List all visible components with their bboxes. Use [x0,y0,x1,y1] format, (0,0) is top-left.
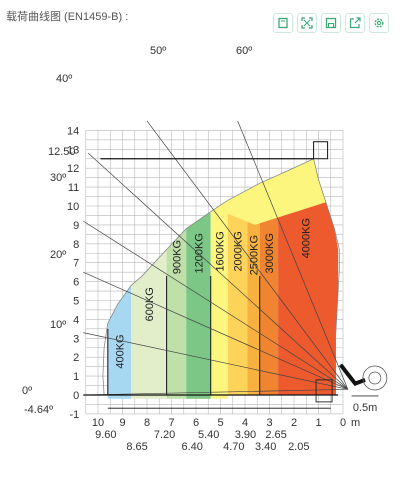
x-axis-unit: m [351,417,360,429]
zone-label-900kg: 900KG [171,240,183,274]
zone-label-2000kg: 2000KG [233,231,245,271]
scale-bar-label: 0.5m [353,402,377,414]
load-zone-2000kg [227,204,248,395]
settings-button[interactable] [369,13,389,33]
zone-bound-label: 5.40 [198,429,219,441]
page-title: 载荷曲线图 (EN1459-B) : [6,11,129,23]
settings-icon [374,18,384,28]
zone-label-2500kg: 2500KG [249,235,261,275]
load-zone-400kg [107,285,132,399]
wheel-hub [368,371,382,385]
angle-label-30: 30º [50,172,66,184]
zone-bound-label: 3.90 [235,429,256,441]
angle-label-10: 10º [50,319,66,331]
y-tick-label: 1 [73,371,79,383]
fit-screen-button[interactable] [273,13,293,33]
angle-line-10 [83,332,348,390]
boom-silhouette [338,363,366,387]
load-zone-600kg [131,249,167,399]
boom-head [313,141,329,160]
x-tick-label: 1 [315,417,321,429]
zone-label-1200kg: 1200KG [193,233,205,273]
angle-line-20 [83,271,349,390]
y-tick-label: 0 [73,390,79,402]
angle-label-0: 0º [22,385,32,397]
x-tick-label: 6 [193,417,199,429]
y-tick-label: 9 [73,220,79,232]
zone-bound-label: 3.40 [255,441,276,453]
zone-bound-label: 2.05 [288,441,309,453]
load-zone-2500kg [247,197,260,395]
x-tick-label: 3 [266,417,272,429]
zone-bound-label: 8.65 [126,441,147,453]
x-tick-label: 8 [144,417,150,429]
zone-bound-label: 7.20 [154,429,175,441]
angle-line-30 [83,220,349,390]
x-tick-label: 0 [340,417,346,429]
zone-bound-label: 6.40 [181,441,202,453]
angle-line-60 [237,120,349,390]
angle-line-50 [146,120,349,390]
fit-screen-icon [278,17,288,29]
zone-bound-label: 9.60 [95,429,116,441]
angle-label-20: 20º [50,249,66,261]
save-button[interactable] [321,13,341,33]
fullscreen-button[interactable] [297,13,317,33]
angle-label-40: 40º [56,73,72,85]
angle-label-60: 60º [236,45,252,57]
angle-label-50: 50º [150,45,166,57]
y-tick-label: 7 [73,258,79,270]
zone-bound-label: 4.70 [223,441,244,453]
y-tick-label: 12 [67,163,79,175]
share-icon [349,17,361,29]
x-tick-label: 2 [291,417,297,429]
y-tick-label: 10 [67,201,79,213]
zone-label-400kg: 400KG [114,334,126,368]
x-tick-label: 10 [92,417,104,429]
zone-label-4000kg: 4000KG [301,218,313,258]
y-tick-label: -1 [70,409,80,421]
y-tick-label: 5 [73,296,79,308]
max-height-label: 12.50 [48,146,76,158]
angle-line-0 [83,388,348,396]
y-tick-label: 2 [73,352,79,364]
share-button[interactable] [345,13,365,33]
zone-bound-label: 2.65 [265,429,286,441]
wheel-silhouette [362,365,388,391]
envelope-outline [102,158,340,396]
x-tick-label: 9 [119,417,125,429]
angle-line-40 [87,152,349,390]
x-tick-label: 5 [217,417,223,429]
load-zone-top [227,158,326,225]
y-tick-label: 11 [68,182,79,194]
y-tick-label: 14 [67,125,79,137]
zone-label-3000kg: 3000KG [264,233,276,273]
zone-label-600kg: 600KG [144,287,156,321]
y-tick-label: 8 [73,239,79,251]
save-icon [325,17,337,29]
y-tick-label: 6 [73,277,79,289]
y-tick-label: 4 [73,314,79,326]
zone-label-1600kg: 1600KG [214,231,226,271]
load-zone-1600kg [210,200,228,399]
x-tick-label: 4 [242,417,248,429]
fullscreen-icon [301,17,313,29]
y-tick-label: 13 [67,144,79,156]
y-tick-label: 3 [73,333,79,345]
load-zone-3000kg [259,194,279,395]
x-tick-label: 7 [168,417,174,429]
machine-outline [315,379,333,403]
min-height-label: -4.64º [24,404,53,416]
